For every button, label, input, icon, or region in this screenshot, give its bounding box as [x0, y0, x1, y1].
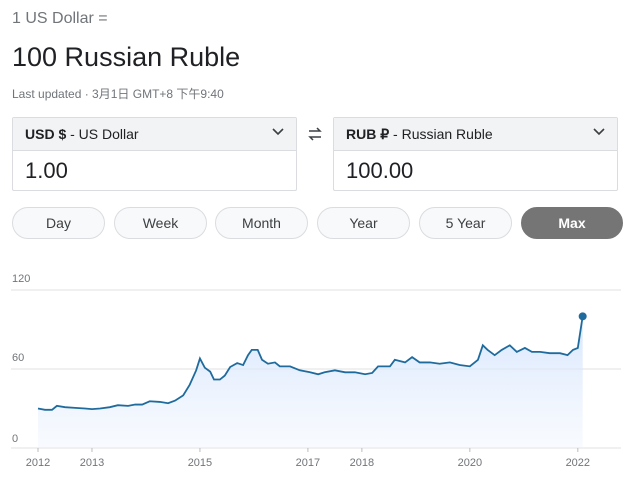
y-tick-label: 60 — [12, 352, 24, 364]
to-name: - Russian Ruble — [393, 126, 493, 142]
title: 100 Russian Ruble — [12, 42, 241, 72]
to-code: RUB ₽ — [346, 126, 390, 142]
y-tick-label: 0 — [12, 433, 18, 445]
to-amount[interactable]: 100.00 — [346, 158, 414, 183]
x-tick-label: 2017 — [296, 457, 320, 469]
chevron — [593, 128, 605, 136]
range-button[interactable]: Year — [317, 207, 410, 239]
end-point — [578, 312, 587, 321]
from-box: USD $ - US Dollar 1.00 — [12, 117, 297, 191]
from-name: - US Dollar — [70, 126, 139, 142]
range-button[interactable]: Month — [215, 207, 308, 239]
x-tick-label: 2015 — [188, 457, 212, 469]
last-updated: Last updated · 3月1日 GMT+8 下午9:40 — [12, 87, 224, 101]
chevron — [272, 128, 284, 136]
x-tick-label: 2013 — [80, 457, 104, 469]
to-box: RUB ₽ - Russian Ruble 100.00 — [333, 117, 618, 191]
from-select[interactable]: USD $ - US Dollar — [13, 118, 296, 151]
to-select[interactable]: RUB ₽ - Russian Ruble — [334, 118, 617, 151]
from-amount[interactable]: 1.00 — [25, 158, 68, 183]
range-button[interactable]: Week — [114, 207, 207, 239]
x-tick-label: 2012 — [26, 457, 50, 469]
x-tick-label: 2020 — [458, 457, 482, 469]
range-button[interactable]: Max — [521, 207, 623, 239]
from-code: USD $ — [25, 126, 67, 142]
range-button[interactable]: Day — [12, 207, 105, 239]
y-tick-label: 120 — [12, 273, 30, 285]
swap-icon[interactable] — [307, 126, 323, 142]
pre-text: 1 US Dollar = — [12, 10, 108, 27]
line — [37, 316, 584, 411]
area-fill — [37, 316, 583, 448]
x-tick-label: 2018 — [350, 457, 374, 469]
x-tick-label: 2022 — [566, 457, 590, 469]
range-button[interactable]: 5 Year — [419, 207, 512, 239]
